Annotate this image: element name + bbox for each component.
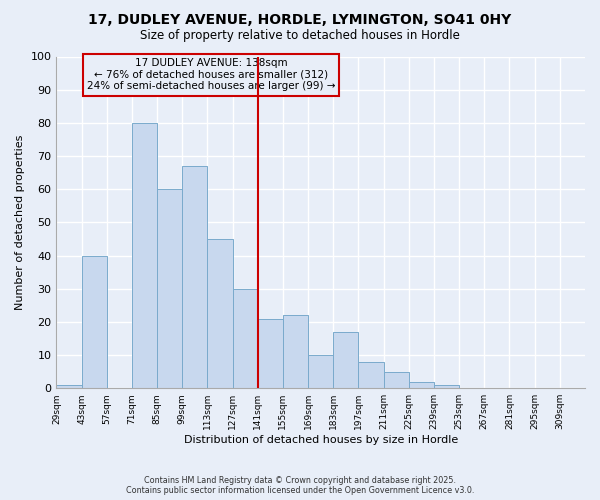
Text: 17, DUDLEY AVENUE, HORDLE, LYMINGTON, SO41 0HY: 17, DUDLEY AVENUE, HORDLE, LYMINGTON, SO… <box>88 12 512 26</box>
Y-axis label: Number of detached properties: Number of detached properties <box>15 134 25 310</box>
Bar <box>409 382 434 388</box>
Bar <box>82 256 107 388</box>
Bar <box>434 385 459 388</box>
Bar <box>358 362 383 388</box>
Bar <box>56 385 82 388</box>
Bar <box>132 123 157 388</box>
X-axis label: Distribution of detached houses by size in Hordle: Distribution of detached houses by size … <box>184 435 458 445</box>
Text: Size of property relative to detached houses in Hordle: Size of property relative to detached ho… <box>140 29 460 42</box>
Bar <box>333 332 358 388</box>
Bar <box>308 355 333 388</box>
Bar <box>157 189 182 388</box>
Bar <box>383 372 409 388</box>
Text: 17 DUDLEY AVENUE: 138sqm
← 76% of detached houses are smaller (312)
24% of semi-: 17 DUDLEY AVENUE: 138sqm ← 76% of detach… <box>87 58 335 92</box>
Bar <box>208 239 233 388</box>
Bar <box>258 318 283 388</box>
Bar <box>283 315 308 388</box>
Bar <box>182 166 208 388</box>
Bar <box>233 288 258 388</box>
Text: Contains HM Land Registry data © Crown copyright and database right 2025.
Contai: Contains HM Land Registry data © Crown c… <box>126 476 474 495</box>
